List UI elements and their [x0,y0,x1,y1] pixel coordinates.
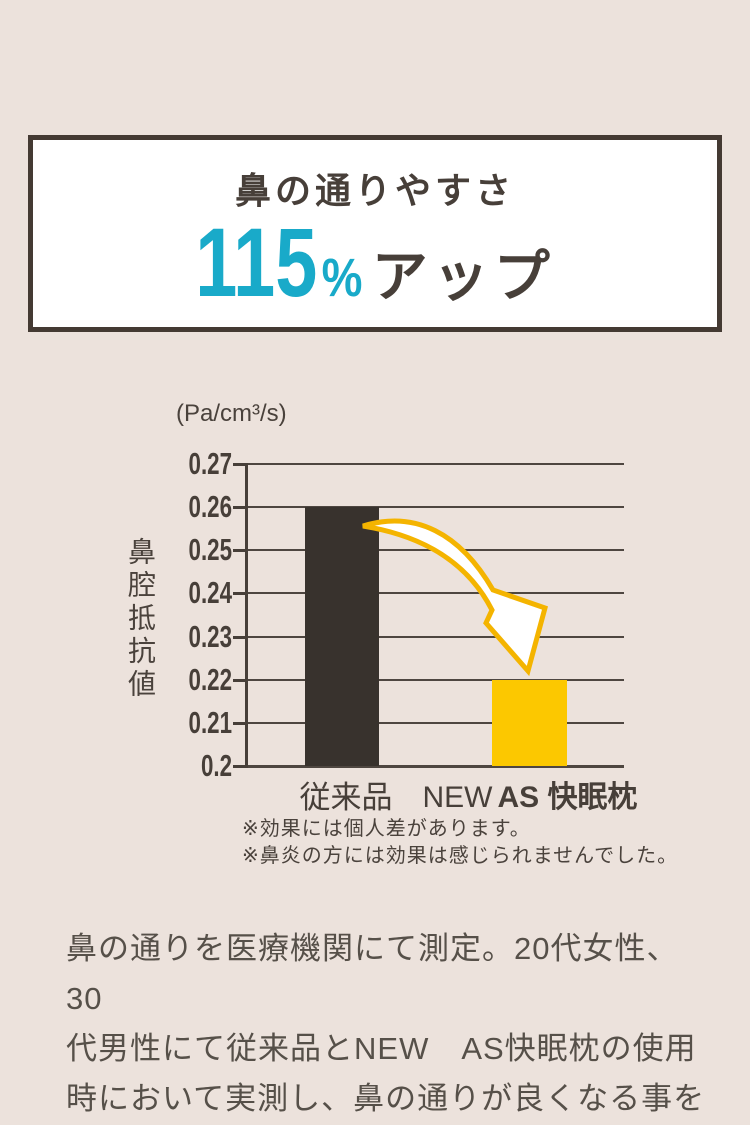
bar-new-as [492,680,567,766]
ytick-label: 0.24 [188,575,232,611]
gridline [246,678,624,681]
gridline [246,765,624,768]
tick-mark [233,592,247,596]
gridline [246,463,624,465]
tick-mark [233,765,247,768]
ytick-label: 0.27 [188,446,232,481]
paragraph-line: 鼻の通りを医療機関にて測定。20代女性、30 [66,931,679,1016]
ytick-label: 0.2 [200,748,232,783]
tick-mark [233,635,247,639]
tick-mark [233,463,247,466]
ytick-label: 0.25 [188,532,232,568]
tick-mark [233,678,247,682]
ytick-label: 0.21 [188,704,232,740]
bar-conventional [305,507,379,766]
ytick-label: 0.26 [188,489,232,525]
description-paragraph: 鼻の通りを医療機関にて測定。20代女性、30 代男性にて従来品とNEW AS快眠… [66,924,706,1125]
chart-notes: ※効果には個人差があります。 ※鼻炎の方には効果は感じられませんでした。 [242,816,678,870]
x-label-text-bold: AS 快眠枕 [497,781,638,814]
stat-percent-sign: % [321,248,363,308]
headline-stat: 115 % アップ [33,214,717,311]
paragraph-line: 代男性にて従来品とNEW AS快眠枕の使用 [66,1031,697,1066]
gridline [246,506,624,509]
x-label-text: 従来品 [299,780,393,815]
y-axis-title: 鼻腔抵抗値 [125,537,156,702]
y-axis-line [245,463,248,768]
y-axis-unit: (Pa/cm³/s) [176,400,287,427]
gridline [246,721,624,724]
gridline [246,592,624,595]
note-line: ※鼻炎の方には効果は感じられませんでした。 [242,845,679,867]
ytick-label: 0.22 [188,661,232,697]
down-curved-arrow-icon [362,518,549,677]
ytick-label: 0.23 [188,618,232,654]
stat-number: 115 [195,208,318,317]
stat-suffix: アップ [371,245,555,308]
headline-box: 鼻の通りやすさ 115 % アップ [28,135,722,332]
paragraph-line: 時において実測し、鼻の通りが良くなる事を [66,1081,706,1116]
x-label-text-normal: NEW [422,781,493,814]
gridline [246,635,624,638]
headline-title: 鼻の通りやすさ [234,170,515,211]
x-label-new-as: NEW AS 快眠枕 [418,772,642,816]
note-line: ※効果には個人差があります。 [242,818,531,840]
x-label-conventional: 従来品 [276,772,416,817]
tick-mark [233,549,247,553]
tick-mark [233,506,247,510]
tick-mark [233,721,247,725]
